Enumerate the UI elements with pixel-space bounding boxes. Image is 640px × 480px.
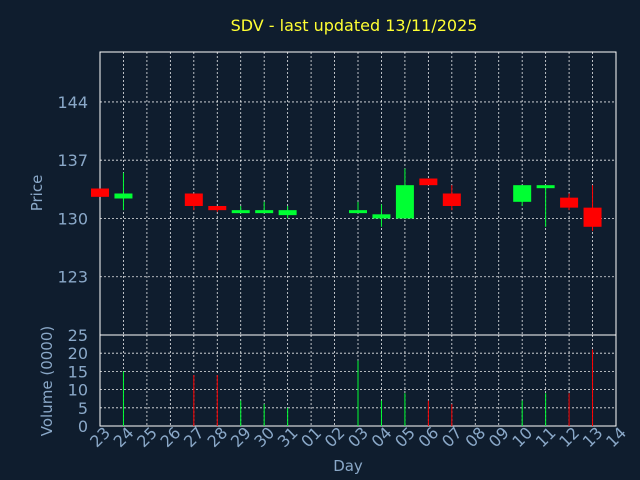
price-tick-label: 130 <box>57 209 88 228</box>
candle-body <box>255 210 274 214</box>
volume-tick-label: 25 <box>68 326 88 345</box>
candle-body <box>114 193 133 199</box>
candle-body <box>349 210 367 214</box>
candle-body <box>395 185 414 219</box>
candle-body <box>513 185 532 202</box>
price-grid <box>99 52 617 335</box>
x-axis-ticks: 2324252627282930310102030405060708091011… <box>86 423 630 451</box>
candle-body <box>442 193 461 206</box>
candles <box>91 168 602 231</box>
volume-tick-label: 5 <box>78 399 88 418</box>
candle-body <box>184 193 203 206</box>
price-tick-label: 144 <box>57 93 88 112</box>
candle-body <box>208 205 227 211</box>
volume-bars <box>122 349 594 426</box>
x-axis-label: Day <box>333 457 363 475</box>
candle-body <box>231 210 250 214</box>
candle-body <box>560 197 579 208</box>
x-tick-label: 14 <box>602 423 630 451</box>
price-y-ticks: 123 130 137 144 <box>57 93 88 287</box>
volume-tick-label: 0 <box>78 417 88 436</box>
price-tick-label: 123 <box>57 268 88 287</box>
volume-tick-label: 15 <box>68 362 88 381</box>
candle-body <box>419 178 438 186</box>
volume-axis-label: Volume (0000) <box>38 326 56 436</box>
volume-tick-label: 20 <box>68 344 88 363</box>
price-tick-label: 137 <box>57 151 88 170</box>
chart-title: SDV - last updated 13/11/2025 <box>231 16 478 35</box>
candle-body <box>372 214 391 219</box>
candle-body <box>278 210 297 216</box>
price-axis-label: Price <box>28 175 46 212</box>
candle-body <box>536 185 555 189</box>
candle-body <box>91 188 109 197</box>
volume-tick-label: 10 <box>68 381 88 400</box>
candle-body <box>583 207 602 227</box>
